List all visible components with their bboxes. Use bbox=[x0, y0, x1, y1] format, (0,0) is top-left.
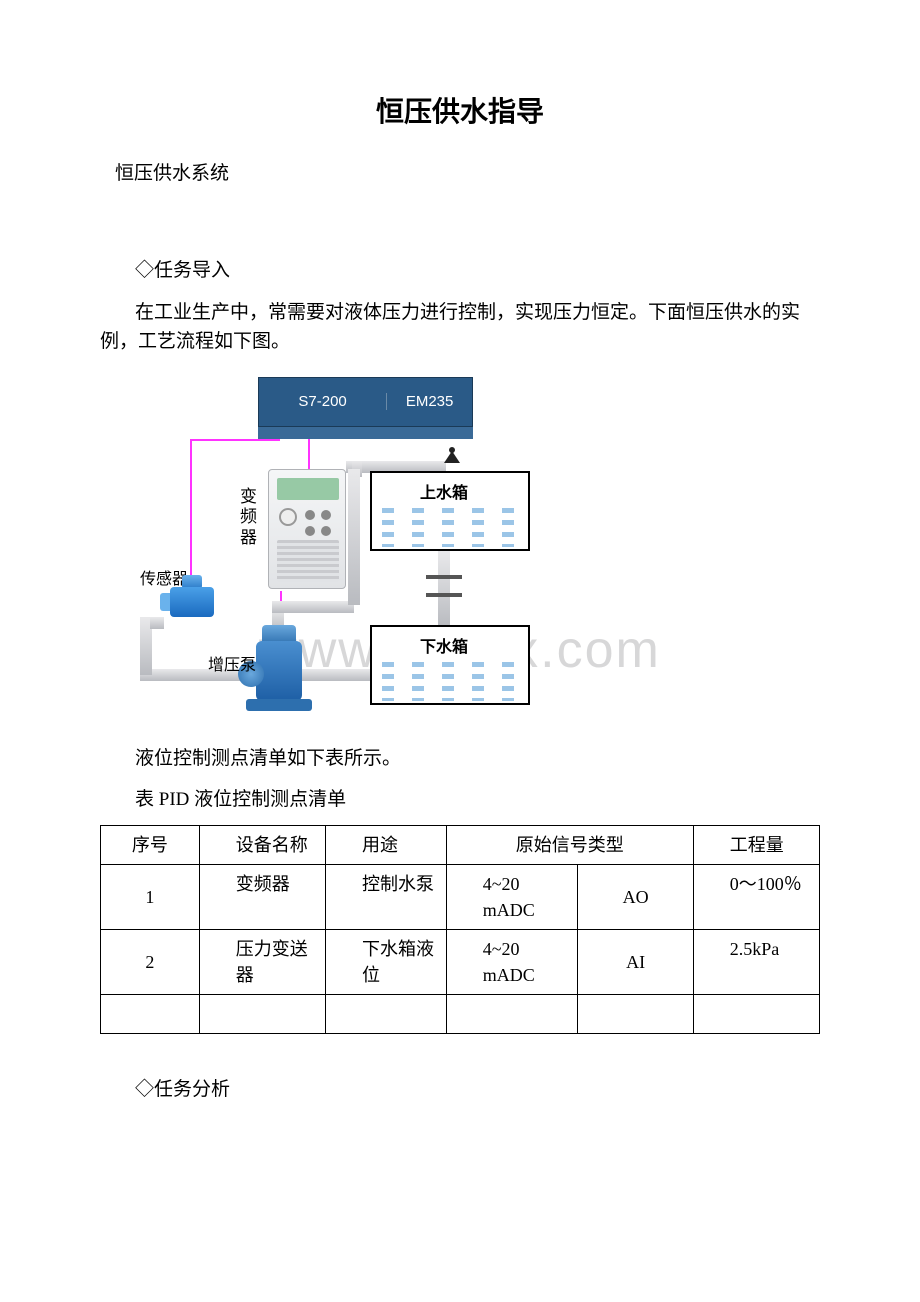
table-intro-line: 液位控制测点清单如下表所示。 bbox=[135, 743, 820, 770]
wire-sensor-to-plc bbox=[190, 439, 192, 579]
flange bbox=[426, 593, 462, 597]
intro-paragraph: 在工业生产中，常需要对液体压力进行控制，实现压力恒定。下面恒压供水的实例，工艺流… bbox=[100, 298, 820, 357]
pipe bbox=[348, 469, 360, 605]
plc-module: S7-200 EM235 bbox=[258, 377, 473, 427]
cell-eng: 2.5kPa bbox=[693, 930, 819, 995]
cell-signal: 4~20 mADC bbox=[446, 864, 578, 929]
pipe bbox=[300, 669, 372, 681]
lower-tank-label: 下水箱 bbox=[420, 633, 468, 657]
cell-device: 变频器 bbox=[199, 864, 325, 929]
sensor-label: 传感器 bbox=[140, 565, 188, 589]
vfd-label-1: 变 bbox=[240, 487, 257, 506]
table-row: 2 压力变送器 下水箱液位 4~20 mADC AI 2.5kPa bbox=[101, 930, 820, 995]
pipe bbox=[150, 617, 164, 629]
section-analysis-heading: ◇任务分析 bbox=[135, 1074, 820, 1101]
vfd-label-3: 器 bbox=[240, 528, 257, 547]
cell-no: 2 bbox=[101, 930, 200, 995]
cell-eng: 0～100％ bbox=[693, 864, 819, 929]
vfd-label-2: 频 bbox=[240, 507, 257, 526]
tank-water bbox=[374, 501, 526, 547]
pump-base bbox=[246, 699, 312, 711]
cell-empty bbox=[199, 995, 325, 1034]
process-diagram: S7-200 EM235 变 频 器 上水箱 bbox=[140, 369, 550, 729]
vfd-vent bbox=[277, 540, 339, 582]
plc-terminal-strip bbox=[258, 427, 473, 439]
flange bbox=[426, 575, 462, 579]
th-use: 用途 bbox=[326, 825, 447, 864]
th-no: 序号 bbox=[101, 825, 200, 864]
th-signal: 原始信号类型 bbox=[446, 825, 693, 864]
plc-em-label: EM235 bbox=[386, 393, 472, 410]
vfd-unit bbox=[268, 469, 346, 589]
lower-tank: 下水箱 bbox=[370, 625, 530, 705]
table-header-row: 序号 设备名称 用途 原始信号类型 工程量 bbox=[101, 825, 820, 864]
table-row: 1 变频器 控制水泵 4~20 mADC AO 0～100％ bbox=[101, 864, 820, 929]
cell-use: 下水箱液位 bbox=[326, 930, 447, 995]
cell-io: AI bbox=[578, 930, 693, 995]
intro-text: 在工业生产中，常需要对液体压力进行控制，实现压力恒定。下面恒压供水的实例，工艺流… bbox=[100, 302, 800, 352]
section-intro-heading: ◇任务导入 bbox=[135, 255, 820, 282]
cell-empty bbox=[446, 995, 578, 1034]
cell-device: 压力变送器 bbox=[199, 930, 325, 995]
pump-label: 增压泵 bbox=[208, 651, 256, 675]
table-row-empty bbox=[101, 995, 820, 1034]
pipe bbox=[438, 551, 450, 627]
vfd-button bbox=[305, 510, 315, 520]
subtitle: 恒压供水系统 bbox=[115, 158, 820, 185]
table-caption: 表 PID 液位控制测点清单 bbox=[135, 784, 820, 811]
pipe bbox=[272, 601, 354, 613]
page-title: 恒压供水指导 bbox=[100, 90, 820, 130]
th-eng: 工程量 bbox=[693, 825, 819, 864]
vfd-knob bbox=[279, 508, 297, 526]
cell-signal: 4~20 mADC bbox=[446, 930, 578, 995]
valve-icon bbox=[442, 447, 462, 470]
cell-empty bbox=[326, 995, 447, 1034]
cell-empty bbox=[101, 995, 200, 1034]
cell-use: 控制水泵 bbox=[326, 864, 447, 929]
vfd-label: 变 频 器 bbox=[240, 487, 260, 548]
cell-io: AO bbox=[578, 864, 693, 929]
cell-empty bbox=[693, 995, 819, 1034]
cell-empty bbox=[578, 995, 693, 1034]
wire-plc-to-vfd bbox=[308, 439, 310, 469]
plc-cpu-label: S7-200 bbox=[259, 393, 386, 410]
th-device: 设备名称 bbox=[199, 825, 325, 864]
measurement-table: 序号 设备名称 用途 原始信号类型 工程量 1 变频器 控制水泵 4~20 mA… bbox=[100, 825, 820, 1035]
vfd-button bbox=[321, 526, 331, 536]
upper-tank: 上水箱 bbox=[370, 471, 530, 551]
cell-no: 1 bbox=[101, 864, 200, 929]
pressure-sensor bbox=[170, 587, 214, 617]
tank-water bbox=[374, 655, 526, 701]
vfd-button bbox=[321, 510, 331, 520]
upper-tank-label: 上水箱 bbox=[420, 479, 468, 503]
vfd-button bbox=[305, 526, 315, 536]
wire-sensor-to-plc-h bbox=[190, 439, 280, 441]
vfd-display bbox=[277, 478, 339, 500]
